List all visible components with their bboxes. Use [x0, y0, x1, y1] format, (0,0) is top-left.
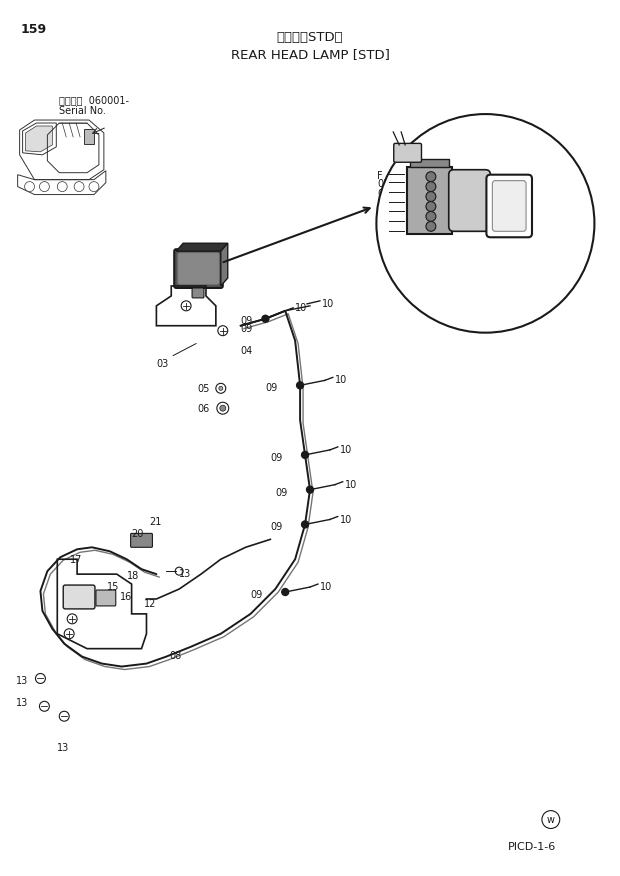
Polygon shape	[25, 126, 52, 152]
Text: 159: 159	[20, 23, 46, 36]
Text: 後照灯［STD］: 後照灯［STD］	[277, 31, 343, 44]
Text: 20: 20	[131, 529, 144, 540]
Text: 12: 12	[143, 599, 156, 609]
Circle shape	[426, 222, 436, 231]
Text: 09: 09	[241, 315, 253, 326]
Text: H: H	[378, 218, 385, 229]
FancyBboxPatch shape	[63, 585, 95, 609]
Polygon shape	[176, 244, 228, 251]
Circle shape	[426, 211, 436, 222]
Circle shape	[64, 629, 74, 639]
Text: 05: 05	[197, 385, 210, 394]
Polygon shape	[221, 244, 228, 286]
Text: 08: 08	[169, 651, 182, 661]
Circle shape	[426, 201, 436, 211]
FancyBboxPatch shape	[131, 533, 153, 548]
FancyBboxPatch shape	[174, 249, 223, 288]
Text: 21: 21	[149, 518, 162, 527]
Bar	[410, 159, 449, 166]
Text: 16: 16	[120, 592, 132, 602]
Text: 15: 15	[107, 582, 119, 592]
Circle shape	[426, 172, 436, 181]
Circle shape	[426, 192, 436, 201]
Text: 09: 09	[265, 384, 278, 393]
Text: B: B	[530, 241, 537, 251]
Text: 10: 10	[340, 445, 352, 455]
Circle shape	[181, 300, 191, 311]
Text: 10: 10	[322, 299, 334, 309]
Circle shape	[262, 315, 269, 322]
Text: 09: 09	[270, 453, 283, 463]
Circle shape	[60, 711, 69, 721]
Circle shape	[89, 181, 99, 192]
Circle shape	[301, 521, 309, 528]
Circle shape	[57, 181, 67, 192]
Circle shape	[35, 674, 45, 683]
Circle shape	[40, 181, 50, 192]
Circle shape	[74, 181, 84, 192]
Circle shape	[301, 451, 309, 458]
Circle shape	[25, 181, 35, 192]
Text: 10: 10	[295, 303, 308, 313]
Circle shape	[40, 702, 50, 711]
FancyBboxPatch shape	[394, 144, 422, 162]
Text: 10: 10	[320, 582, 332, 592]
Text: 13: 13	[57, 743, 69, 753]
Text: 01: 01	[378, 188, 389, 199]
Text: C: C	[450, 231, 456, 241]
Text: 17: 17	[70, 555, 82, 565]
Circle shape	[296, 382, 304, 389]
Circle shape	[281, 589, 289, 596]
Text: 10: 10	[335, 376, 347, 385]
Circle shape	[426, 181, 436, 192]
Text: 00: 00	[469, 311, 482, 321]
Circle shape	[218, 326, 228, 336]
Text: 18: 18	[126, 571, 139, 581]
Text: F: F	[378, 171, 383, 180]
Text: 13: 13	[16, 676, 28, 687]
Bar	[84, 129, 94, 144]
Text: w: w	[547, 815, 555, 824]
Text: 13: 13	[16, 698, 28, 709]
Circle shape	[216, 384, 226, 393]
Text: 13: 13	[179, 569, 192, 579]
Circle shape	[217, 402, 229, 414]
Text: 適用号機  060001-: 適用号機 060001-	[60, 95, 129, 105]
FancyBboxPatch shape	[492, 180, 526, 231]
Text: REAR HEAD LAMP [STD]: REAR HEAD LAMP [STD]	[231, 48, 389, 61]
Circle shape	[175, 567, 183, 576]
Circle shape	[219, 386, 223, 391]
Text: A: A	[459, 241, 465, 251]
Circle shape	[220, 406, 226, 411]
Text: 01: 01	[378, 179, 389, 188]
Circle shape	[67, 614, 77, 624]
Text: 10: 10	[340, 514, 352, 525]
Text: G: G	[378, 208, 385, 218]
Text: PICD-1-6: PICD-1-6	[508, 843, 557, 852]
Text: I: I	[378, 229, 380, 238]
Circle shape	[306, 486, 314, 493]
Circle shape	[376, 114, 595, 333]
Text: Serial No.: Serial No.	[60, 106, 106, 117]
FancyBboxPatch shape	[96, 590, 116, 606]
FancyBboxPatch shape	[449, 170, 490, 231]
Text: E: E	[378, 199, 384, 208]
FancyBboxPatch shape	[178, 253, 219, 284]
Text: 09: 09	[241, 324, 253, 334]
Text: 09: 09	[275, 488, 288, 498]
FancyBboxPatch shape	[192, 288, 204, 298]
Text: 09: 09	[250, 590, 263, 600]
Text: 04: 04	[241, 346, 253, 356]
Text: 10: 10	[345, 480, 357, 490]
Text: D: D	[485, 246, 493, 256]
Circle shape	[542, 810, 560, 829]
Bar	[407, 166, 452, 234]
Text: 03: 03	[156, 358, 169, 369]
FancyBboxPatch shape	[487, 174, 532, 237]
Text: 09: 09	[270, 522, 283, 533]
Text: 06: 06	[197, 404, 210, 414]
